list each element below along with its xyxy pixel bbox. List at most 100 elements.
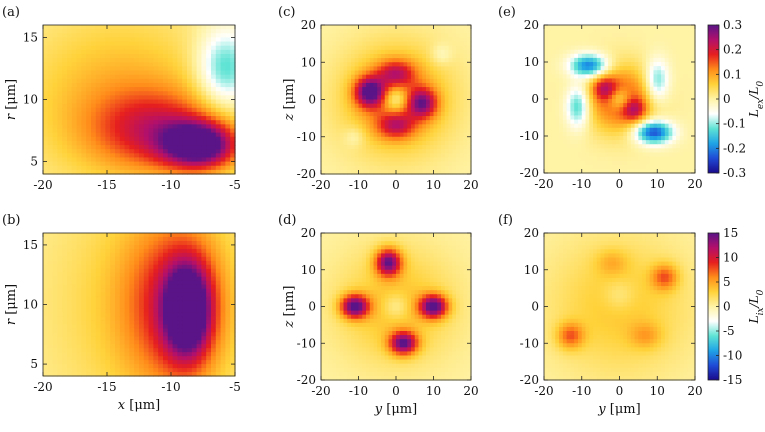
heatmap-cell — [129, 29, 135, 34]
heatmap-cell — [328, 339, 333, 344]
heatmap-cell — [62, 58, 68, 63]
heatmap-cell — [100, 45, 106, 51]
heatmap-cell — [220, 140, 226, 146]
heatmap-cell — [191, 66, 198, 72]
heatmap-cell — [332, 306, 337, 312]
x-tick-label: 10 — [426, 178, 441, 192]
heatmap-cell — [67, 300, 73, 306]
heatmap-cell — [191, 300, 198, 306]
heatmap-cell — [321, 257, 326, 263]
heatmap-cell — [388, 145, 393, 150]
heatmap-cell — [81, 62, 87, 67]
heatmap-cell — [191, 153, 198, 159]
heatmap-cell — [119, 264, 126, 270]
heatmap-cell — [119, 116, 126, 121]
heatmap-cell — [86, 140, 92, 146]
heatmap-cell — [463, 149, 468, 154]
heatmap-cell — [172, 87, 178, 92]
heatmap-cell — [206, 320, 212, 325]
heatmap-cell — [129, 132, 135, 138]
heatmap-cell — [134, 233, 140, 238]
heatmap-cell — [196, 316, 202, 321]
heatmap-cell — [366, 347, 371, 353]
heatmap-cell — [321, 371, 326, 377]
heatmap-cell — [134, 124, 140, 130]
heatmap-cell — [47, 132, 54, 138]
heatmap-cell — [124, 260, 130, 266]
heatmap-cell — [332, 103, 337, 109]
heatmap-cell — [196, 300, 202, 306]
heatmap-cell — [354, 363, 360, 369]
heatmap-cell — [321, 70, 326, 76]
heatmap-cell — [354, 91, 360, 96]
heatmap-cell — [62, 140, 68, 146]
heatmap-cell — [158, 300, 164, 306]
heatmap-cell — [105, 260, 111, 266]
heatmap-cell — [148, 45, 154, 51]
heatmap-cell — [71, 244, 78, 250]
heatmap-cell — [172, 268, 178, 274]
heatmap-cell — [456, 161, 461, 167]
heatmap-cell — [191, 280, 198, 286]
heatmap-cell — [211, 352, 217, 357]
heatmap-cell — [71, 74, 78, 80]
heatmap-cell — [143, 324, 150, 329]
heatmap-cell — [163, 136, 169, 142]
heatmap-cell — [110, 292, 116, 298]
heatmap-cell — [177, 161, 183, 167]
heatmap-cell — [366, 128, 371, 134]
heatmap-cell — [100, 244, 106, 250]
heatmap-cell — [463, 41, 468, 47]
heatmap-cell — [105, 74, 111, 80]
heatmap-cell — [57, 252, 63, 258]
heatmap-cell — [57, 284, 63, 290]
heatmap-cell — [177, 91, 183, 96]
heatmap-cell — [47, 324, 54, 329]
heatmap-cell — [95, 29, 102, 34]
heatmap-cell — [225, 300, 231, 306]
heatmap-cell — [332, 157, 337, 163]
heatmap-cell — [76, 348, 82, 353]
heatmap-cell — [381, 107, 386, 113]
heatmap-cell — [358, 161, 363, 167]
heatmap-cell — [220, 145, 226, 150]
heatmap-cell — [134, 316, 140, 321]
heatmap-cell — [324, 277, 330, 283]
heatmap-cell — [358, 351, 363, 357]
heatmap-cell — [414, 82, 420, 88]
heatmap-cell — [167, 132, 174, 138]
heatmap-cell — [328, 58, 333, 63]
heatmap-cell — [206, 33, 212, 39]
heatmap-cell — [52, 49, 58, 55]
heatmap-cell — [418, 120, 423, 125]
heatmap-cell — [225, 244, 231, 250]
heatmap-cell — [358, 103, 363, 109]
heatmap-cell — [422, 169, 427, 175]
heatmap-cell — [441, 82, 446, 88]
heatmap-cell — [95, 128, 102, 134]
heatmap-cell — [167, 91, 174, 96]
heatmap-cell — [105, 132, 111, 138]
heatmap-cell — [43, 292, 49, 298]
heatmap-cell — [47, 360, 54, 365]
heatmap-cell — [139, 161, 145, 167]
heatmap-cell — [448, 70, 453, 76]
heatmap-cell — [52, 248, 58, 254]
heatmap-cell — [91, 37, 97, 43]
heatmap-cell — [182, 116, 188, 121]
heatmap-cell — [119, 87, 126, 92]
heatmap-cell — [105, 280, 111, 286]
heatmap-cell — [139, 78, 145, 84]
heatmap-cell — [388, 66, 393, 72]
heatmap-cell — [71, 45, 78, 51]
heatmap-cell — [448, 145, 453, 150]
heatmap-cell — [86, 300, 92, 306]
heatmap-cell — [230, 240, 236, 246]
heatmap-cell — [347, 128, 352, 134]
heatmap-cell — [172, 256, 178, 262]
heatmap-cell — [191, 372, 198, 377]
heatmap-cell — [187, 136, 193, 142]
heatmap-cell — [100, 328, 106, 333]
heatmap-cell — [211, 336, 217, 341]
heatmap-cell — [206, 276, 212, 282]
